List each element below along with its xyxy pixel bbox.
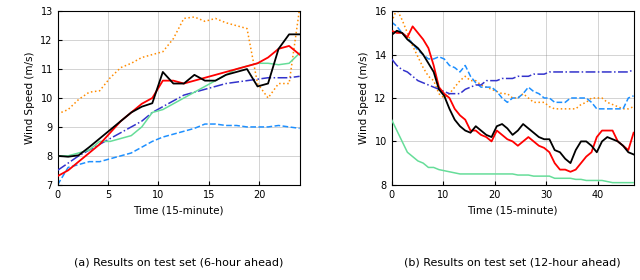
Y-axis label: Wind Speed (m/s): Wind Speed (m/s) — [359, 52, 369, 144]
Y-axis label: Wind Speed (m/s): Wind Speed (m/s) — [25, 52, 35, 144]
Text: (b) Results on test set (12-hour ahead): (b) Results on test set (12-hour ahead) — [404, 258, 621, 268]
X-axis label: Time (15-minute): Time (15-minute) — [133, 205, 224, 215]
Text: (a) Results on test set (6-hour ahead): (a) Results on test set (6-hour ahead) — [74, 258, 284, 268]
X-axis label: Time (15-minute): Time (15-minute) — [467, 205, 558, 215]
